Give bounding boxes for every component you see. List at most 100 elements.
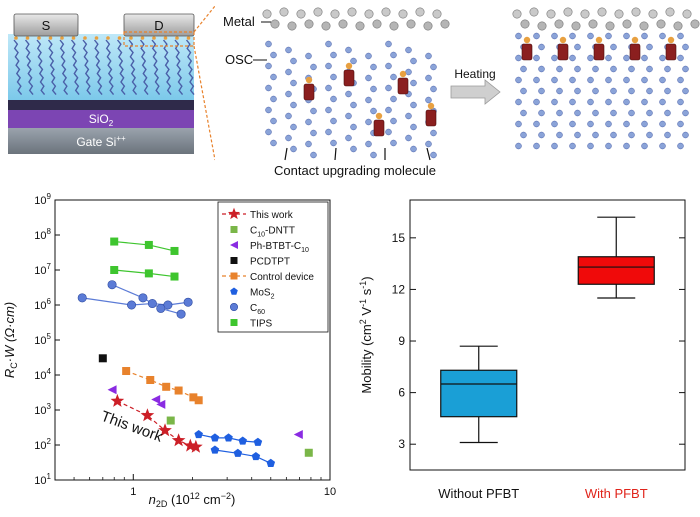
chain-atom [664, 65, 671, 73]
chain-atom [515, 76, 522, 84]
sulfur-atom [129, 36, 133, 40]
drain-label: D [154, 18, 163, 33]
legend-label: TIPS [250, 319, 273, 330]
chain-atom [305, 140, 312, 148]
metal-atom [631, 7, 641, 17]
chain-atom [623, 32, 630, 40]
osc-chain [13, 39, 23, 96]
metal-atom [656, 19, 666, 29]
metal-atom [338, 19, 348, 29]
chain-atom [538, 65, 545, 73]
chain-atom [270, 73, 277, 81]
metal-atom [690, 19, 700, 29]
chain-atom [574, 87, 581, 95]
osc-chain [70, 39, 80, 96]
chain-atom [425, 140, 432, 148]
data-point [107, 385, 117, 395]
metal-atom [614, 9, 624, 19]
chain-atom [646, 131, 653, 139]
data-point [110, 237, 119, 246]
chain-atom [425, 74, 432, 82]
chain-atom [551, 54, 558, 62]
pfbt-molecule [303, 83, 315, 101]
chain-atom [574, 65, 581, 73]
chain-atom [569, 76, 576, 84]
chain-atom [587, 76, 594, 84]
chain-atom [385, 106, 392, 114]
data-point [144, 240, 153, 249]
chain-atom [325, 106, 332, 114]
data-point [162, 382, 171, 391]
chain-atom [592, 109, 599, 117]
anchor-atom [631, 36, 639, 44]
metal-atom [554, 19, 564, 29]
this-work-annotation: This work [99, 408, 166, 446]
chain-atom [405, 112, 412, 120]
chain-atom [290, 57, 297, 65]
sulfur-atom [175, 36, 179, 40]
osc-chain [24, 39, 34, 96]
data-point [146, 375, 155, 384]
y-axis-label: Mobility (cm2 V-1 s-1) [358, 276, 374, 393]
chain-atom [370, 107, 377, 115]
metal-atom [682, 9, 692, 19]
metal-atom [563, 7, 573, 17]
data-point [127, 300, 137, 310]
chain-atom [265, 40, 272, 48]
chain-atom [330, 139, 337, 147]
chain-atom [285, 46, 292, 54]
pfbt-molecule [593, 43, 605, 61]
metal-atom [432, 9, 442, 19]
chain-atom [365, 74, 372, 82]
pfbt-molecule [397, 77, 409, 95]
chain-atom [551, 142, 558, 150]
metal-atom [597, 7, 607, 17]
metal-atom [398, 9, 408, 19]
chain-atom [325, 84, 332, 92]
chain-atom [569, 142, 576, 150]
chain-atom [365, 96, 372, 104]
chain-atom [628, 109, 635, 117]
chain-atom [569, 54, 576, 62]
chain-atom [385, 128, 392, 136]
chain-atom [538, 131, 545, 139]
data-point [166, 416, 175, 425]
chain-atom [385, 40, 392, 48]
chain-atom [587, 120, 594, 128]
chain-atom [405, 68, 412, 76]
sulfur-atom [14, 36, 18, 40]
y-tick-label: 15 [392, 231, 406, 245]
chain-atom [605, 98, 612, 106]
chain-atom [430, 129, 437, 137]
data-point [189, 439, 203, 453]
pfbt-molecule [373, 119, 385, 137]
chain-atom [677, 32, 684, 40]
legend-label: C10-DNTT [250, 226, 295, 239]
chain-atom [533, 76, 540, 84]
pfbt-molecule [557, 43, 569, 61]
chain-atom [325, 62, 332, 70]
metal-atom [313, 7, 323, 17]
chain-atom [290, 123, 297, 131]
chain-atom [556, 87, 563, 95]
box [577, 256, 655, 285]
chain-atom [285, 68, 292, 76]
metal-atom [648, 9, 658, 19]
chain-atom [533, 32, 540, 40]
data-point [194, 429, 203, 439]
chain-atom [587, 142, 594, 150]
osc-layer [8, 34, 194, 100]
sulfur-atom [37, 36, 41, 40]
chain-atom [330, 117, 337, 125]
chain-atom [677, 142, 684, 150]
chain-atom [641, 76, 648, 84]
chain-atom [551, 32, 558, 40]
chain-atom [520, 87, 527, 95]
sulfur-atom [152, 36, 156, 40]
legend-label: C60 [250, 303, 265, 316]
metal-atom [372, 19, 382, 29]
chain-atom [641, 98, 648, 106]
legend-label: MoS2 [250, 288, 275, 301]
gate-label: Gate Si++ [76, 134, 126, 149]
y-tick-label: 108 [34, 227, 51, 242]
